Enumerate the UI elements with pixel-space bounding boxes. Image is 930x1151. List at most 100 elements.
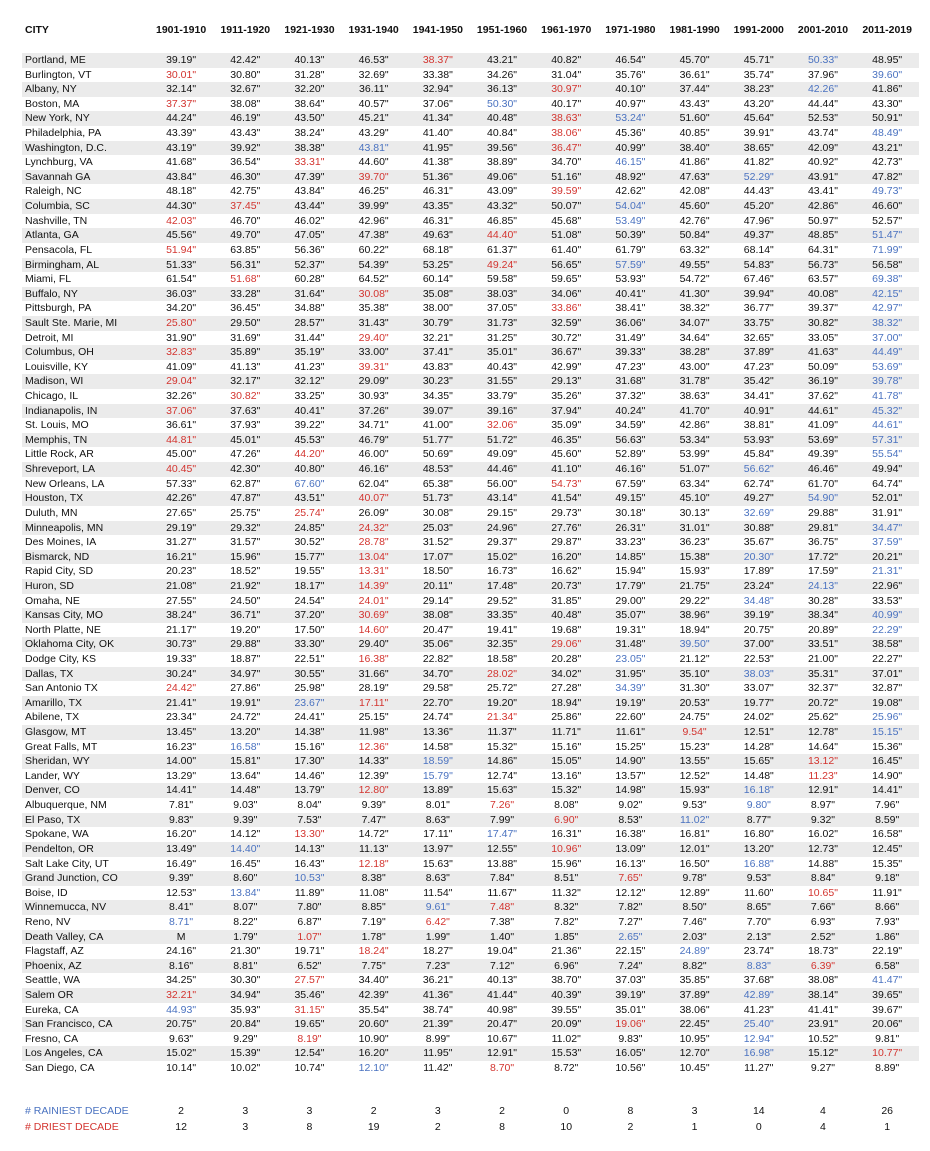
value-cell: 34.02" bbox=[551, 667, 582, 680]
table-row: St. Louis, MO 36.61" 37.93" 39.22" 34.71" 41.… bbox=[22, 418, 919, 433]
driest-value-cell: 37.37" bbox=[166, 97, 197, 110]
table-row: Buffalo, NY 36.03" 33.28" 31.64" 30.08" 35.08… bbox=[22, 286, 919, 302]
value-cell: 34.70" bbox=[422, 667, 453, 680]
value-cell: 8.65" bbox=[746, 901, 771, 914]
rainiest-value-cell: 34.47" bbox=[872, 521, 903, 534]
rainiest-value-cell: 25.96" bbox=[872, 711, 903, 724]
value-cell: 21.36" bbox=[551, 945, 582, 958]
city-name: Lander, WY bbox=[25, 769, 80, 782]
driest-value-cell: 7.26" bbox=[489, 799, 515, 812]
table-row: Dodge City, KS 19.33" 18.87" 22.51" 16.38" 22… bbox=[22, 652, 919, 667]
value-cell: 19.71" bbox=[294, 945, 325, 958]
value-cell: 39.67" bbox=[872, 1003, 903, 1016]
value-cell: 63.85" bbox=[230, 243, 261, 256]
value-cell: 20.89" bbox=[807, 623, 838, 636]
value-cell: 24.16" bbox=[166, 945, 197, 958]
value-cell: 7.70" bbox=[746, 915, 771, 928]
value-cell: 51.08" bbox=[551, 229, 582, 242]
value-cell: 13.57" bbox=[615, 769, 646, 782]
city-name: El Paso, TX bbox=[25, 813, 81, 826]
value-cell: 30.79" bbox=[422, 316, 453, 329]
value-cell: 9.78" bbox=[682, 872, 707, 885]
value-cell: 38.14" bbox=[807, 989, 838, 1001]
value-cell: 32.21" bbox=[422, 331, 453, 344]
value-cell: 24.74" bbox=[422, 711, 453, 724]
value-cell: 33.07" bbox=[743, 682, 774, 695]
value-cell: 61.70" bbox=[807, 477, 838, 490]
value-cell: 29.09" bbox=[358, 375, 389, 388]
value-cell: 17.72" bbox=[807, 550, 838, 563]
value-cell: 43.83" bbox=[422, 360, 453, 373]
value-cell: 14.90" bbox=[872, 769, 903, 782]
value-cell: 39.19" bbox=[166, 54, 197, 66]
city-name: Spokane, WA bbox=[25, 828, 89, 841]
value-cell: 45.64" bbox=[743, 112, 774, 125]
value-cell: 17.30" bbox=[294, 755, 325, 768]
value-cell: 36.71" bbox=[230, 609, 261, 622]
table-row: Great Falls, MT 16.23" 16.58" 15.16" 12.36" 1… bbox=[22, 740, 919, 755]
value-cell: 15.12" bbox=[807, 1047, 838, 1060]
rainiest-value-cell: 41.47" bbox=[872, 974, 903, 987]
value-cell: 7.75" bbox=[361, 959, 386, 972]
table-row: Shreveport, LA 40.45" 42.30" 40.80" 46.16" 48… bbox=[22, 462, 919, 477]
value-cell: 43.30" bbox=[872, 97, 903, 110]
rainiest-value-cell: 15.15" bbox=[872, 726, 903, 739]
value-cell: 8.32" bbox=[554, 901, 579, 914]
value-cell: 48.95" bbox=[872, 54, 903, 66]
value-cell: 49.63" bbox=[422, 229, 453, 242]
value-cell: 68.18" bbox=[422, 243, 453, 256]
value-cell: 16.43" bbox=[294, 857, 325, 870]
value-cell: 46.30" bbox=[230, 170, 261, 183]
value-cell: 24.75" bbox=[679, 711, 710, 724]
value-cell: 48.53" bbox=[422, 463, 453, 476]
driest-value-cell: 12.36" bbox=[358, 740, 389, 753]
value-cell: 51.33" bbox=[166, 258, 197, 271]
rainiest-count: 3 bbox=[306, 1105, 313, 1117]
city-name: Winnemucca, NV bbox=[25, 901, 107, 914]
driest-value-cell: 38.37" bbox=[422, 54, 453, 66]
value-cell: 15.63" bbox=[422, 857, 453, 870]
value-cell: 39.94" bbox=[743, 287, 774, 300]
value-cell: 40.57" bbox=[358, 97, 389, 110]
value-cell: 42.73" bbox=[872, 156, 903, 169]
value-cell: 54.39" bbox=[358, 258, 389, 271]
rainiest-value-cell: 37.59" bbox=[872, 536, 903, 549]
value-cell: 61.54" bbox=[166, 273, 197, 286]
value-cell: 37.68" bbox=[743, 974, 774, 987]
value-cell: 36.11" bbox=[359, 83, 389, 96]
value-cell: 18.73" bbox=[807, 945, 838, 958]
value-cell: 14.48" bbox=[743, 769, 774, 782]
value-cell: 12.01" bbox=[679, 842, 710, 855]
value-cell: 35.26" bbox=[551, 390, 582, 403]
value-cell: 53.34" bbox=[679, 433, 710, 446]
city-name: Omaha, NE bbox=[25, 594, 80, 607]
table-row: Indianapolis, IN 37.06" 37.63" 40.41" 37.26"… bbox=[22, 403, 919, 419]
city-name: Little Rock, AR bbox=[25, 448, 94, 461]
value-cell: 8.89" bbox=[875, 1062, 900, 1075]
value-cell: 11.02" bbox=[551, 1032, 581, 1045]
table-row: Eureka, CA 44.93" 35.93" 31.15" 35.54" 38.74"… bbox=[22, 1003, 919, 1018]
value-cell: 43.44" bbox=[294, 200, 325, 213]
city-name: Houston, TX bbox=[25, 492, 84, 505]
value-cell: 49.09" bbox=[487, 448, 518, 461]
driest-value-cell: 32.06" bbox=[487, 419, 518, 432]
city-name: Salt Lake City, UT bbox=[25, 857, 109, 870]
driest-value-cell: 13.30" bbox=[294, 828, 325, 841]
rainiest-count: 8 bbox=[627, 1105, 634, 1117]
value-cell: 56.58" bbox=[872, 258, 903, 271]
value-cell: 53.93" bbox=[743, 433, 774, 446]
rainiest-value-cell: 45.32" bbox=[872, 404, 903, 417]
table-row: Washington, D.C. 43.19" 39.92" 38.38" 43.81"… bbox=[22, 140, 919, 156]
city-name: Columbia, SC bbox=[25, 200, 90, 213]
driest-value-cell: 1.07" bbox=[297, 930, 322, 943]
city-name: Grand Junction, CO bbox=[25, 872, 118, 885]
value-cell: 1.99" bbox=[425, 930, 450, 943]
value-cell: 1.79" bbox=[233, 930, 258, 943]
driest-value-cell: 32.83" bbox=[166, 346, 197, 359]
value-cell: 33.38" bbox=[422, 68, 453, 81]
table-row: Death Valley, CA M 1.79" 1.07" 1.78" 1.99" 1.4… bbox=[22, 929, 919, 945]
value-cell: 14.58" bbox=[422, 740, 453, 753]
value-cell: 49.39" bbox=[807, 448, 838, 461]
value-cell: 54.72" bbox=[679, 273, 710, 286]
value-cell: 8.16" bbox=[169, 959, 194, 972]
